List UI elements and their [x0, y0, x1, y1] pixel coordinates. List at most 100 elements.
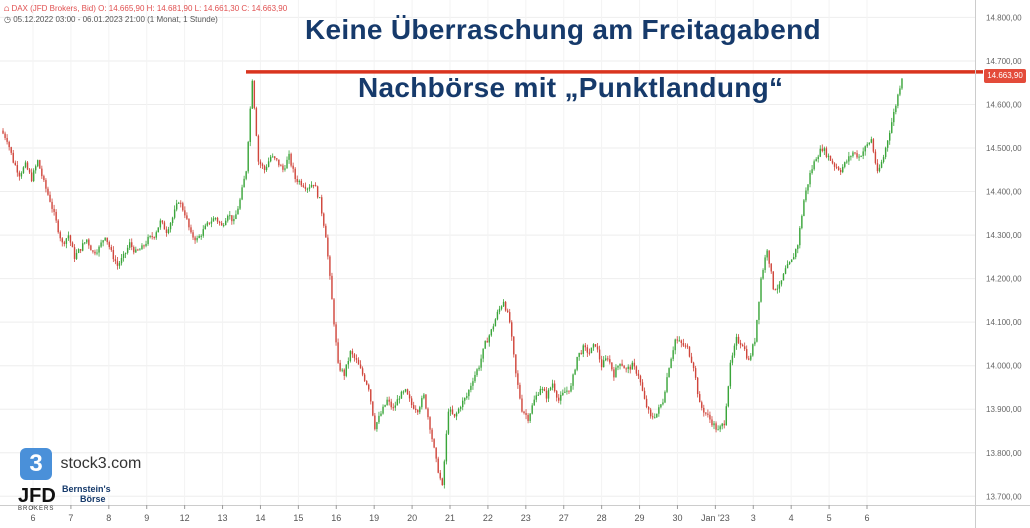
candle-body [22, 167, 25, 174]
candle-body [698, 394, 701, 403]
candle-body [167, 229, 170, 234]
candle-body [12, 152, 14, 163]
candle-body [459, 407, 462, 409]
candle-body [351, 351, 354, 355]
candle-body [641, 382, 644, 391]
candle-body [815, 159, 817, 162]
candle-body [756, 319, 758, 342]
candle-body [696, 377, 699, 395]
candle-body [664, 391, 666, 403]
candle-body [631, 362, 634, 370]
candle-body [359, 364, 362, 369]
candle-body [582, 345, 584, 354]
candle-body [233, 219, 235, 222]
candle-body [504, 301, 507, 311]
candle-body [284, 168, 286, 170]
candle-body [551, 383, 554, 388]
candle-body [314, 185, 317, 187]
candle-body [629, 366, 631, 370]
candle-body [860, 156, 862, 158]
candle-body [302, 185, 305, 187]
candle-body [363, 374, 366, 381]
candle-body [541, 388, 544, 390]
candle-body [731, 355, 734, 363]
candle-body [564, 391, 566, 393]
candle-body [829, 155, 832, 161]
bernstein-logo: Bernstein's Börse [62, 484, 111, 504]
y-tick-label: 14.600,00 [986, 100, 1022, 109]
candle-body [774, 289, 777, 291]
candle-body [617, 365, 619, 368]
candle-body [306, 188, 309, 190]
candle-body [159, 220, 162, 228]
candle-body [451, 409, 454, 414]
candle-body [533, 399, 535, 406]
candle-body [553, 383, 556, 392]
candle-body [296, 179, 298, 182]
candle-body [88, 239, 90, 246]
candle-body [578, 352, 580, 357]
candle-body [615, 367, 617, 378]
candle-body [555, 391, 558, 398]
candle-body [396, 399, 399, 406]
candle-body [220, 223, 223, 226]
candle-body [682, 343, 685, 346]
candle-body [786, 264, 789, 269]
candle-body [523, 411, 525, 414]
instrument-icon: ⩍ [4, 4, 10, 13]
candle-body [511, 322, 513, 337]
candle-body [797, 245, 799, 250]
candle-body [331, 275, 333, 300]
candle-body [621, 363, 623, 366]
candle-body [104, 237, 106, 241]
candle-body [837, 167, 840, 171]
candle-body [480, 358, 482, 368]
candle-body [370, 389, 372, 402]
candle-body [856, 153, 858, 158]
candle-body [801, 215, 803, 229]
candle-body [39, 160, 41, 169]
candle-body [216, 217, 219, 222]
candle-body [118, 263, 121, 266]
candle-body [298, 180, 300, 182]
candle-body [400, 391, 403, 399]
candle-body [325, 225, 327, 238]
candle-body [79, 249, 82, 251]
y-tick-label: 13.800,00 [986, 449, 1022, 458]
candle-body [114, 259, 117, 262]
x-tick-label: 22 [483, 513, 493, 523]
candle-body [453, 413, 456, 417]
candle-body [666, 377, 668, 392]
x-tick-label: 27 [559, 513, 569, 523]
candle-body [410, 398, 413, 406]
candle-body [831, 160, 834, 164]
candle-body [427, 408, 429, 418]
last-price-label: 14.663,90 [984, 69, 1026, 83]
candle-body [108, 242, 110, 248]
candle-body [784, 268, 787, 274]
candle-body [758, 301, 760, 320]
candle-body [116, 261, 119, 266]
candle-body [633, 362, 636, 367]
candlestick-series [2, 78, 903, 489]
candle-body [184, 210, 186, 216]
candle-body [635, 366, 638, 374]
candle-body [880, 161, 883, 168]
candle-body [772, 271, 774, 290]
x-tick-label: 6 [864, 513, 869, 523]
candle-body [842, 166, 844, 173]
candle-body [527, 414, 529, 421]
candle-body [821, 148, 824, 151]
candle-body [676, 339, 678, 341]
candle-body [94, 251, 96, 254]
y-tick-label: 14.300,00 [986, 231, 1022, 240]
candle-body [670, 358, 672, 369]
candle-body [566, 390, 568, 392]
candle-body [457, 408, 460, 414]
candle-body [846, 161, 848, 163]
candle-body [124, 252, 127, 254]
candle-body [190, 227, 192, 233]
candle-body [506, 310, 509, 313]
y-tick-label: 14.400,00 [986, 188, 1022, 197]
